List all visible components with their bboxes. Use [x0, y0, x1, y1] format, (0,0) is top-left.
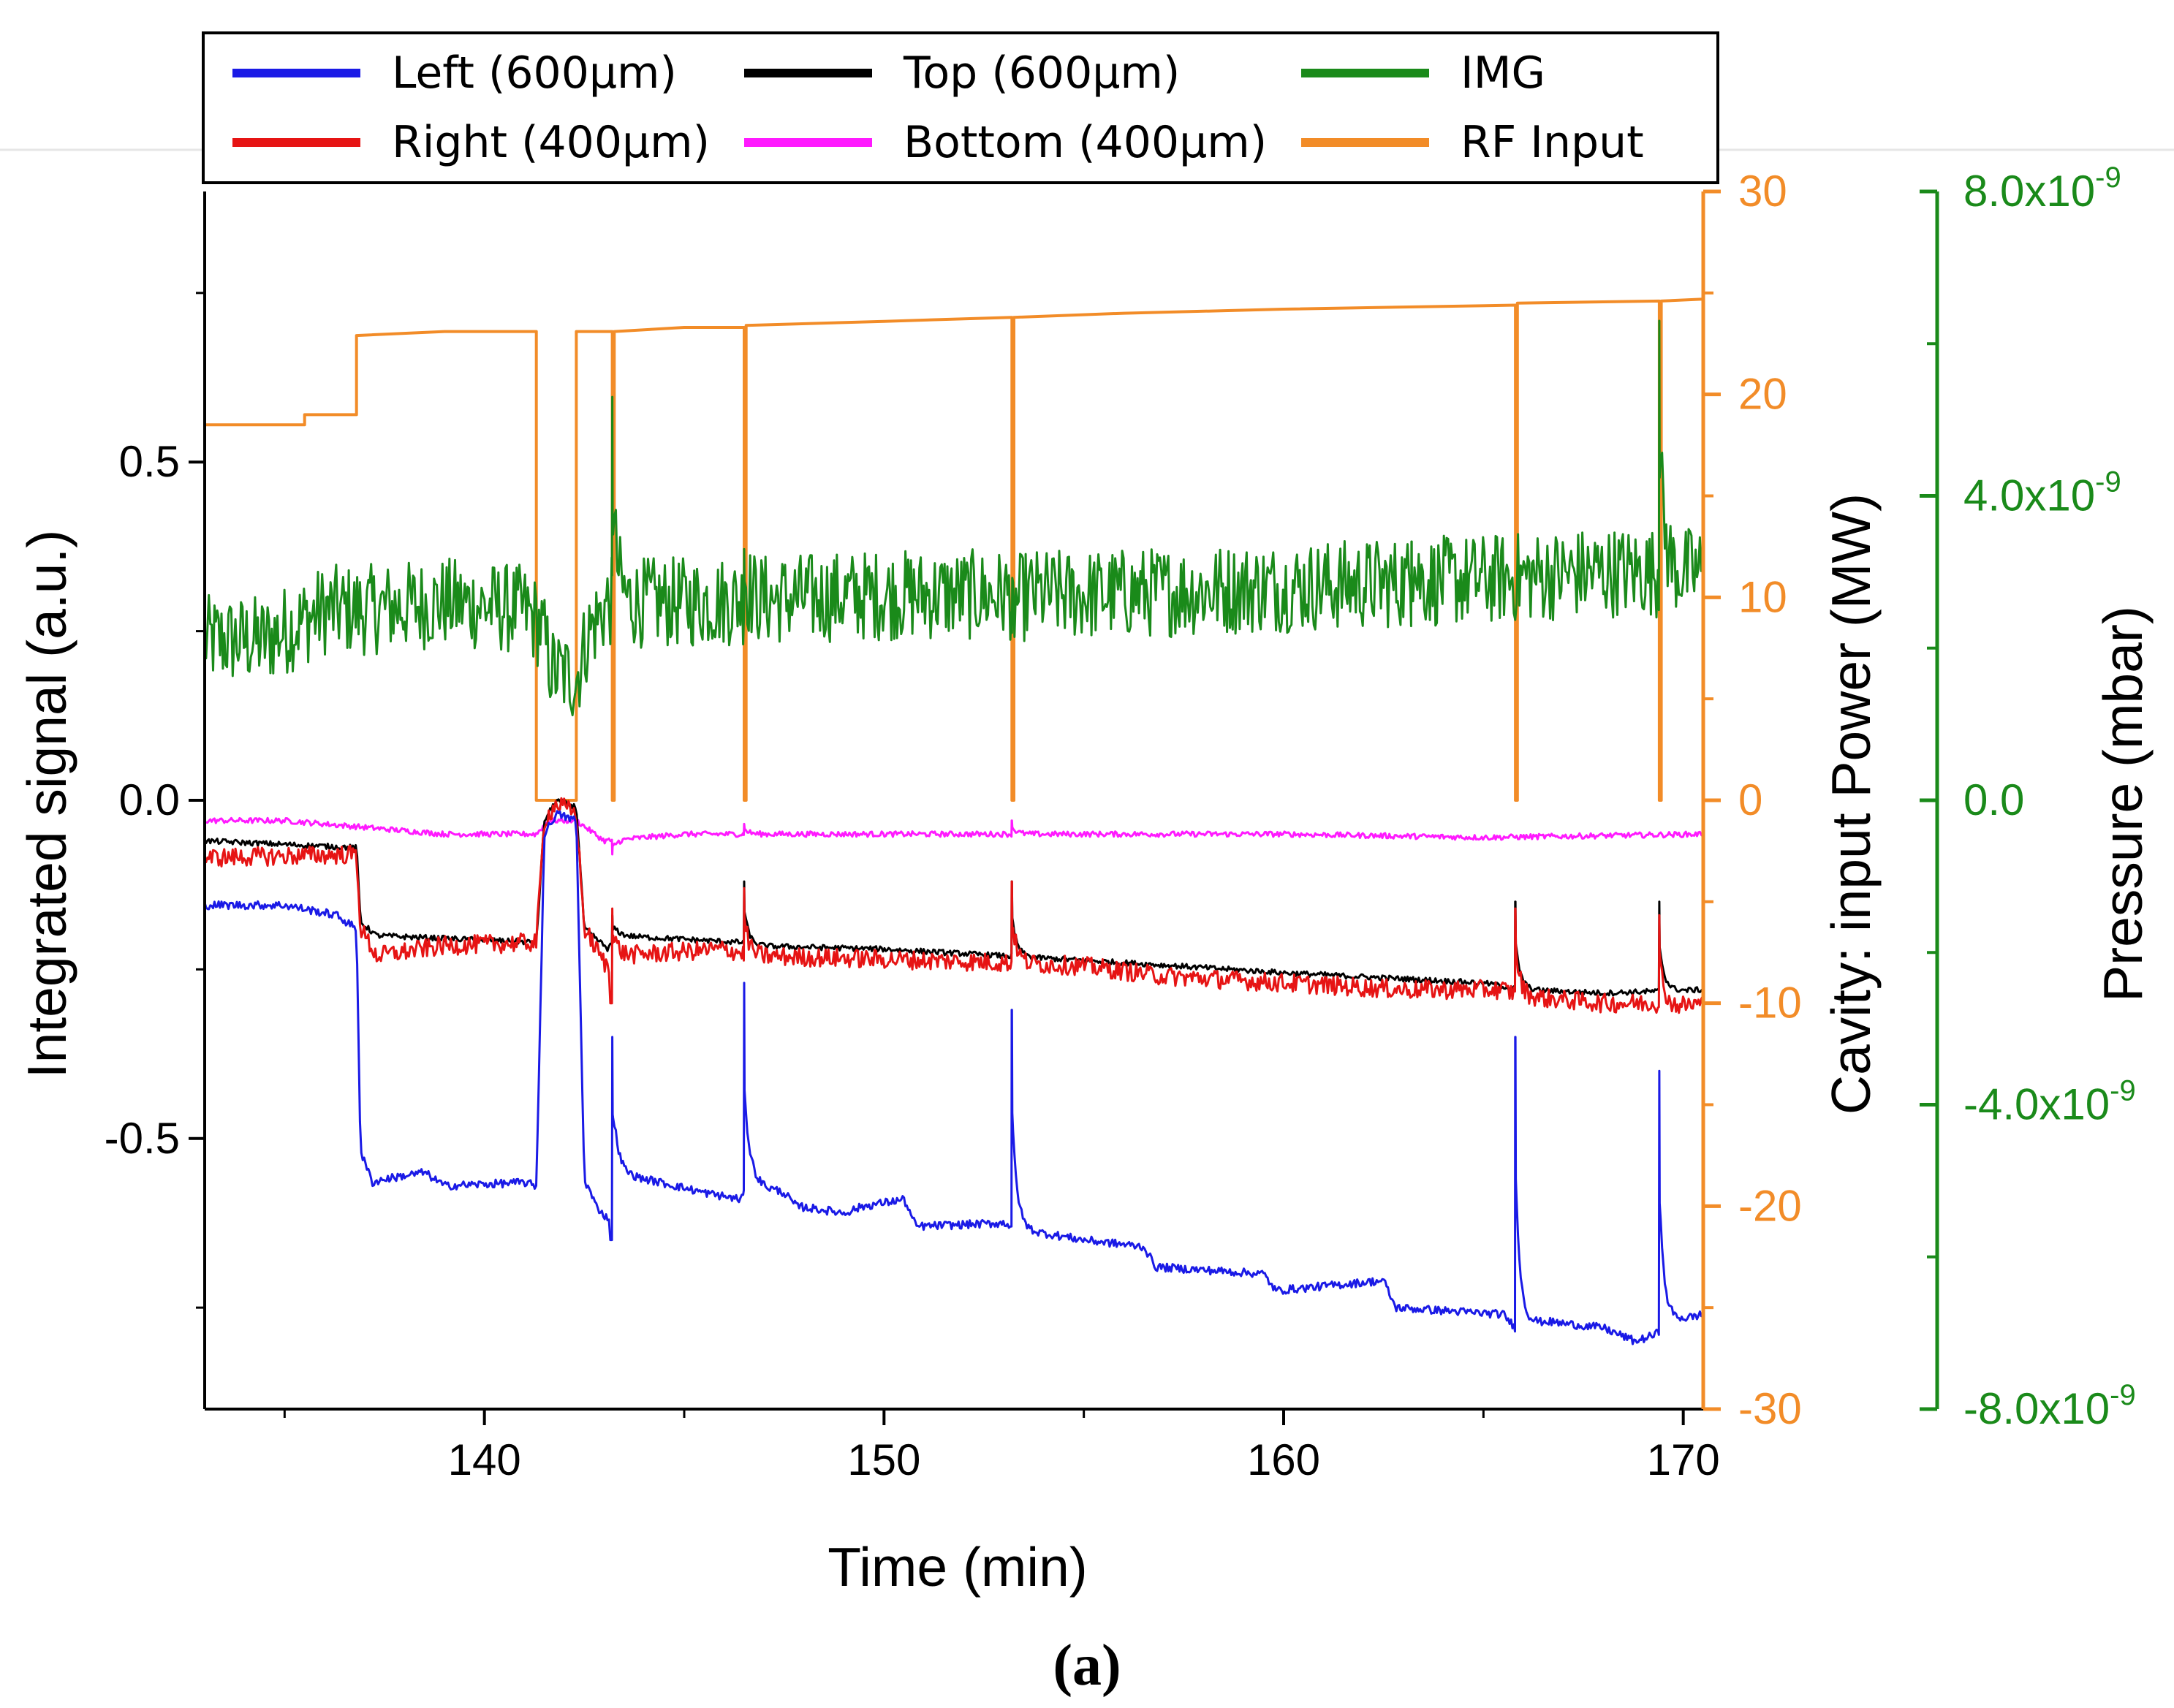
pressure-tick-label: -8.0x10-9 — [1963, 1379, 2136, 1433]
pressure-tick-label: 0.0 — [1963, 775, 2024, 824]
series-line-bottom — [204, 816, 1704, 856]
pressure-tick-label: -4.0x10-9 — [1963, 1075, 2136, 1129]
legend-label: Right (400µm) — [392, 117, 710, 168]
legend-label: Top (600µm) — [903, 48, 1180, 99]
series-line-right — [203, 797, 1704, 1014]
pressure-tick-label: 8.0x10-9 — [1963, 162, 2121, 216]
left-tick-label: 0.0 — [119, 775, 180, 824]
power-axis-title: Cavity: input Power (MW) — [1820, 493, 1882, 1115]
power-tick-label: 0 — [1738, 775, 1762, 824]
power-tick-label: 10 — [1738, 572, 1787, 621]
legend-label: IMG — [1461, 48, 1545, 99]
left-axis-title: Integrated signal (a.u.) — [16, 530, 77, 1078]
pressure-axis: 8.0x10-9 4.0x10-9 0.0 -4.0x10-9 -8.0x10-9 — [1920, 162, 2136, 1433]
pressure-axis-title: Pressure (mbar) — [2092, 606, 2154, 1002]
left-tick-label: 0.5 — [119, 437, 180, 486]
legend-box — [202, 31, 1719, 184]
power-tick-label: -10 — [1738, 979, 1802, 1028]
pressure-tick-label: 4.0x10-9 — [1963, 466, 2121, 520]
x-tick-label: 150 — [847, 1435, 920, 1484]
power-tick-label: -30 — [1738, 1384, 1802, 1433]
legend-label: Bottom (400µm) — [904, 117, 1267, 168]
series-line-top — [204, 798, 1704, 997]
legend-label: RF Input — [1461, 117, 1644, 168]
series-line-img — [203, 319, 1704, 717]
series-line-rf — [205, 297, 1704, 802]
x-tick-label: 170 — [1647, 1435, 1720, 1484]
legend-label: Left (600µm) — [392, 48, 677, 99]
series-line-left — [203, 810, 1703, 1345]
x-tick-label: 160 — [1247, 1435, 1320, 1484]
power-tick-label: -20 — [1738, 1181, 1802, 1230]
power-tick-label: 20 — [1738, 370, 1787, 419]
series-layer — [203, 297, 1704, 1345]
x-axis-title: Time (min) — [827, 1536, 1088, 1598]
left-tick-label: -0.5 — [105, 1114, 180, 1163]
x-tick-label: 140 — [448, 1435, 521, 1484]
power-axis: 30 20 10 0 -10 -20 -30 — [1701, 167, 1802, 1433]
left-axis: 0.5 0.0 -0.5 — [105, 191, 206, 1409]
power-tick-label: 30 — [1738, 167, 1787, 216]
bottom-axis: 140 150 160 170 — [205, 1408, 1720, 1484]
legend: Left (600µm) Top (600µm) IMG Right (400µm) B… — [202, 31, 1719, 184]
figure-caption: (a) — [1053, 1633, 1121, 1698]
